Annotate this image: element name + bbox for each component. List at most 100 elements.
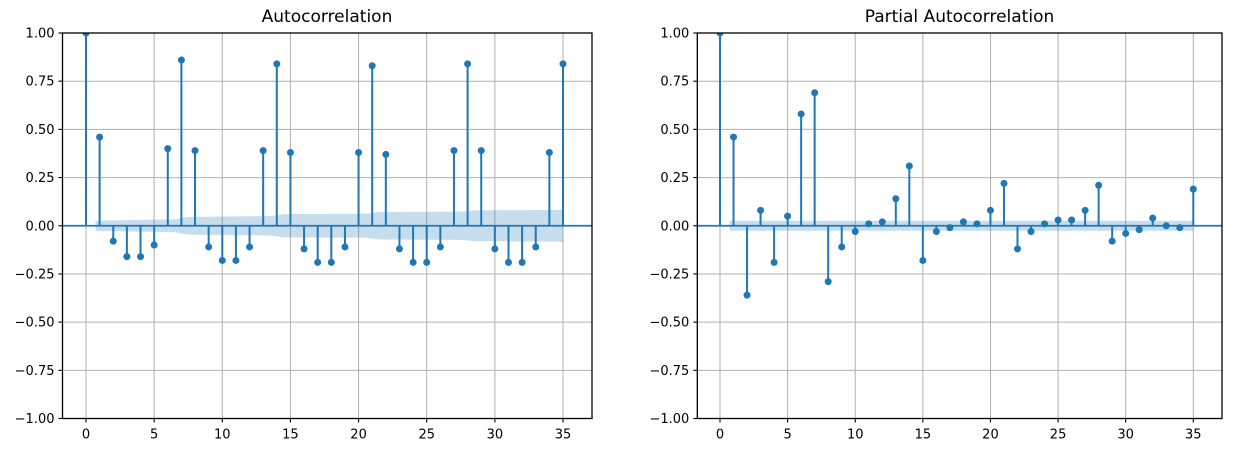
stem-marker (878, 218, 886, 226)
stem-marker (109, 237, 117, 245)
stem-marker (246, 243, 254, 251)
stem-marker (743, 291, 751, 299)
x-tick-label: 35 (1185, 428, 1202, 443)
stem-marker (865, 220, 873, 228)
stem-marker (177, 56, 185, 64)
stem-series (82, 33, 567, 266)
x-tick-label: 5 (150, 428, 158, 443)
pacf-plot-canvas: 0 5 10 15 20 25 30 35 1.00 0.75 0.50 0.25 0.00 −0.25 −… (649, 27, 1223, 443)
stem-marker (273, 60, 281, 68)
stem-marker (1068, 216, 1076, 224)
x-tick-label: 35 (555, 428, 572, 443)
stem-marker (919, 256, 927, 264)
x-tick-label: 20 (982, 428, 999, 443)
y-tick-label: −1.00 (649, 412, 689, 427)
acf-chart-title: Autocorrelation (261, 7, 393, 27)
pacf-chart: Partial Autocorrelation 0 5 10 15 20 25 30 35 1.… (617, 0, 1234, 452)
y-tick-label: 0.00 (660, 219, 689, 234)
stem-marker (824, 278, 832, 286)
stem-marker (436, 243, 444, 251)
stem-marker (811, 89, 819, 97)
stem-marker (232, 256, 240, 264)
x-tick-label: 25 (418, 428, 435, 443)
stem-marker (1176, 224, 1184, 232)
stem-marker (905, 162, 913, 170)
x-tick-label: 0 (716, 428, 724, 443)
stem-marker (1162, 222, 1170, 230)
y-tick-label: 0.75 (660, 75, 689, 90)
stem-marker (504, 258, 512, 266)
stem-marker (205, 243, 213, 251)
acf-plot-canvas: 0 5 10 15 20 25 30 35 1.00 0.75 0.50 0.25 0.00 −0.25 −… (15, 27, 593, 443)
stem-marker (770, 258, 778, 266)
stem-marker (300, 245, 308, 253)
stem-marker (409, 258, 417, 266)
y-tick-label: −0.50 (15, 316, 55, 331)
y-tick-label: −0.25 (649, 267, 689, 282)
stem-marker (464, 60, 472, 68)
y-tick-label: −1.00 (15, 412, 55, 427)
stem-marker (395, 245, 403, 253)
x-tick-label: 15 (282, 428, 299, 443)
stem-marker (784, 212, 792, 220)
stem-marker (797, 110, 805, 118)
x-tick-label: 20 (350, 428, 367, 443)
stem-marker (518, 258, 526, 266)
stem-marker (1149, 214, 1157, 222)
stem-marker (946, 224, 954, 232)
stem-marker (355, 149, 363, 157)
x-tick-label: 5 (783, 428, 791, 443)
x-tick-label: 25 (1050, 428, 1067, 443)
x-tick-label: 30 (1117, 428, 1134, 443)
stem-marker (314, 258, 322, 266)
acf-chart: Autocorrelation 0 5 10 15 20 25 30 35 1.00 0.75 0.… (15, 7, 593, 443)
stem-marker (1000, 179, 1008, 187)
stem-marker (1014, 245, 1022, 253)
stem-marker (1041, 220, 1049, 228)
stem-series (716, 33, 1197, 299)
y-tick-label: 1.00 (26, 27, 55, 42)
stem-marker (327, 258, 335, 266)
stem-marker (973, 220, 981, 228)
stem-marker (1108, 237, 1116, 245)
x-tick-label: 0 (82, 428, 90, 443)
y-tick-label: −0.50 (649, 316, 689, 331)
stem-marker (137, 253, 145, 261)
stem-marker (164, 145, 172, 153)
stem-marker (559, 60, 567, 68)
stem-marker (851, 228, 859, 236)
y-tick-label: 0.50 (26, 123, 55, 138)
stem-marker (1027, 228, 1035, 236)
stem-marker (1054, 216, 1062, 224)
y-tick-label: −0.25 (15, 267, 55, 282)
y-tick-label: 1.00 (660, 27, 689, 42)
stem-marker (838, 243, 846, 251)
stem-marker (932, 228, 940, 236)
y-tick-label: 0.25 (660, 171, 689, 186)
stem-marker (450, 147, 458, 155)
stem-marker (892, 195, 900, 203)
stem-marker (218, 256, 226, 264)
stem-marker (191, 147, 199, 155)
stem-marker (259, 147, 267, 155)
y-tick-label: 0.25 (26, 171, 55, 186)
stem-marker (532, 243, 540, 251)
stem-marker (959, 218, 967, 226)
x-tick-label: 30 (487, 428, 504, 443)
stem-marker (1135, 226, 1143, 234)
pacf-chart-title: Partial Autocorrelation (864, 7, 1055, 27)
stem-marker (368, 62, 376, 70)
stem-marker (730, 133, 738, 141)
x-tick-label: 15 (915, 428, 932, 443)
y-tick-label: 0.50 (660, 123, 689, 138)
stem-marker (545, 149, 553, 157)
stem-marker (757, 206, 765, 214)
stem-marker (150, 241, 158, 249)
stem-marker (123, 253, 131, 261)
y-tick-label: 0.00 (26, 219, 55, 234)
y-tick-label: −0.75 (649, 364, 689, 379)
y-tick-label: −0.75 (15, 364, 55, 379)
stem-marker (477, 147, 485, 155)
stem-marker (82, 33, 90, 37)
